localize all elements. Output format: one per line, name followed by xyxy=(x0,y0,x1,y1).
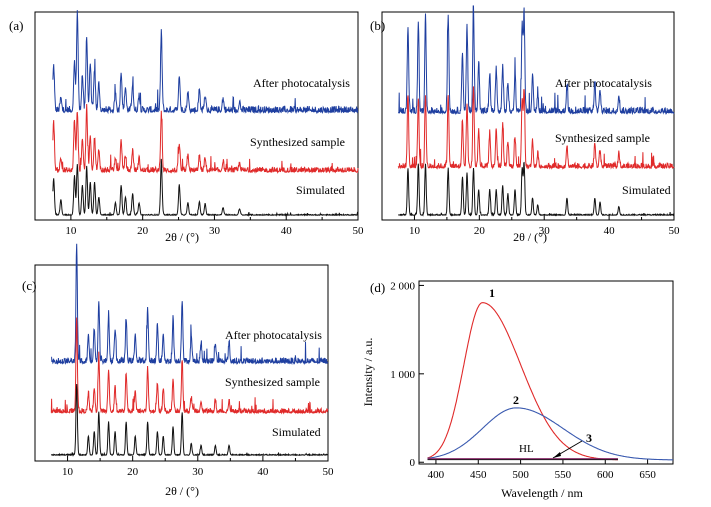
x-tick-label: 40 xyxy=(281,225,293,237)
panel-c-label: (c) xyxy=(22,278,36,293)
panel-d-photoluminescence: (d) Intensity / a.u. Wavelength / nm 400… xyxy=(361,280,674,500)
x-tick-label: 50 xyxy=(323,466,335,478)
x-tick-label: 10 xyxy=(65,225,77,237)
panel-b-legend-synth: Synthesized sample xyxy=(555,131,650,145)
panel-d-label: (d) xyxy=(370,280,385,295)
series-line-simulated xyxy=(398,161,675,217)
curve-label-3: 3 xyxy=(586,431,592,445)
panel-a-legend-synth: Synthesized sample xyxy=(250,135,345,149)
panel-b-legend-after: After photocatalysis xyxy=(555,76,652,90)
panel-b-legend-sim: Simulated xyxy=(622,183,671,197)
panel-d-frame xyxy=(418,280,674,465)
y-tick-label: 1 000 xyxy=(390,369,415,381)
series-line-simulated xyxy=(52,158,359,217)
x-tick-label: 20 xyxy=(474,225,486,237)
curve-label-2: 2 xyxy=(513,393,519,407)
x-tick-label: 550 xyxy=(555,469,572,481)
x-tick-label: 600 xyxy=(597,469,614,481)
x-tick-label: 10 xyxy=(409,225,421,237)
panel-c-legend-synth: Synthesized sample xyxy=(225,375,320,389)
series-line-after-photocatalysis xyxy=(50,243,329,366)
panel-b-xlabel: 2θ / (°) xyxy=(513,230,547,244)
panel-c-legend-after: After photocatalysis xyxy=(225,328,322,342)
series-line-simulated xyxy=(50,383,329,457)
y-tick-label: 2 000 xyxy=(390,280,415,292)
panel-d-xlabel: Wavelength / nm xyxy=(501,486,583,500)
series-line-after-photocatalysis xyxy=(52,10,359,115)
x-tick-label: 30 xyxy=(209,225,221,237)
curve-label-1: 1 xyxy=(489,286,495,300)
pl-curve-1 xyxy=(427,302,618,461)
series-line-synthesized-sample xyxy=(50,317,329,415)
curve-3-pointer-arrowhead xyxy=(553,452,561,458)
curve-label-hl: HL xyxy=(519,443,534,455)
x-tick-label: 20 xyxy=(137,225,149,237)
x-tick-label: 650 xyxy=(639,469,656,481)
panel-a-legend-sim: Simulated xyxy=(296,183,345,197)
x-tick-label: 450 xyxy=(470,469,487,481)
x-tick-label: 20 xyxy=(127,466,139,478)
series-line-synthesized-sample xyxy=(52,103,359,175)
panel-c-legend-sim: Simulated xyxy=(272,425,321,439)
panel-d-ylabel: Intensity / a.u. xyxy=(361,338,375,407)
panel-c-xrd: (c) After photocatalysis Synthesized sam… xyxy=(22,243,335,498)
x-tick-label: 30 xyxy=(539,225,551,237)
y-tick-label: 0 xyxy=(410,457,416,469)
panel-a-legend-after: After photocatalysis xyxy=(253,76,350,90)
x-tick-label: 40 xyxy=(257,466,269,478)
x-tick-label: 30 xyxy=(192,466,204,478)
pl-curve-2 xyxy=(427,407,673,461)
x-tick-label: 50 xyxy=(669,225,681,237)
series-line-after-photocatalysis xyxy=(397,5,675,116)
panel-b-xrd: (b) After photocatalysis Synthesized sam… xyxy=(370,5,681,244)
x-tick-label: 10 xyxy=(62,466,74,478)
panel-a-xrd: (a) After photocatalysis Synthesized sam… xyxy=(9,10,364,244)
series-line-synthesized-sample xyxy=(397,86,675,170)
panel-a-frame xyxy=(34,11,359,221)
x-tick-label: 500 xyxy=(512,469,529,481)
x-tick-label: 400 xyxy=(428,469,445,481)
x-tick-label: 40 xyxy=(604,225,616,237)
x-tick-label: 50 xyxy=(353,225,365,237)
panel-a-xlabel: 2θ / (°) xyxy=(165,230,199,244)
panel-c-xlabel: 2θ / (°) xyxy=(165,484,199,498)
panel-a-label: (a) xyxy=(9,18,23,33)
panel-b-label: (b) xyxy=(370,18,385,33)
panel-b-frame xyxy=(381,11,675,221)
